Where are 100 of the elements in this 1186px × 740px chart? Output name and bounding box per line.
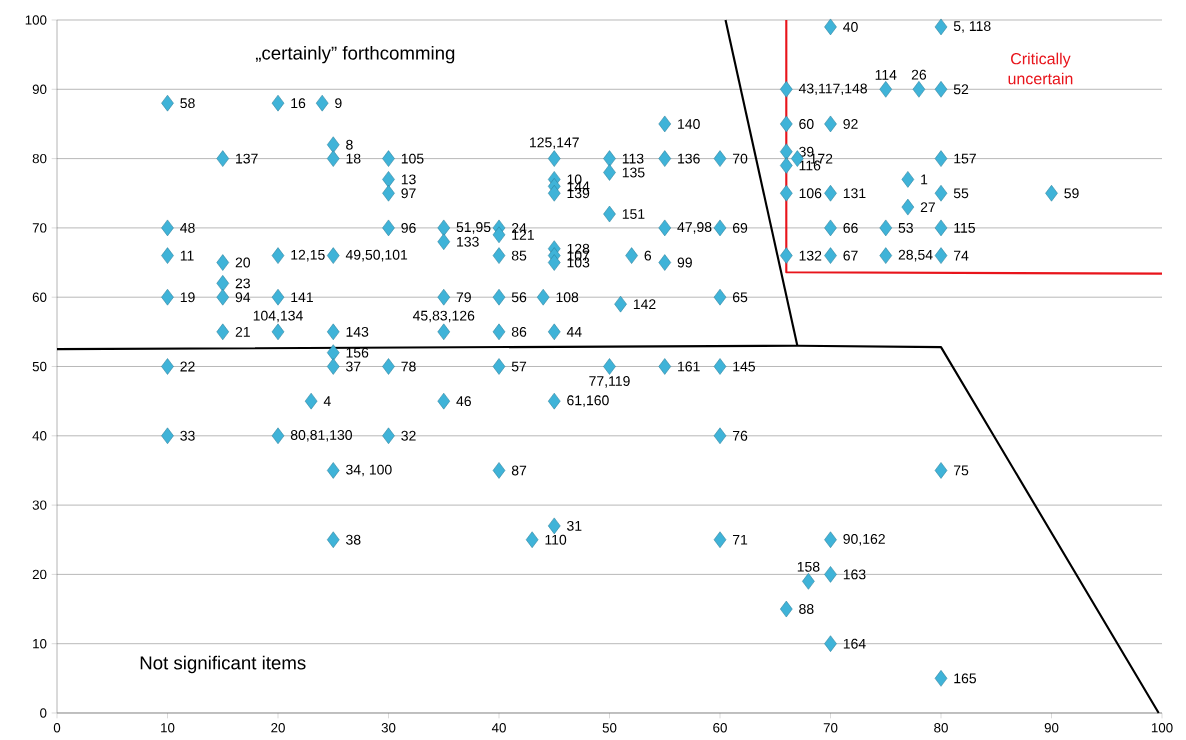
annotation: 70 [732,153,748,164]
annotation: 21 [235,326,250,337]
annotation: 71 [732,534,748,545]
annotation: 9 [335,98,342,109]
annotation: 137 [236,153,258,164]
x-tick-label: 30 [381,723,396,733]
annotation: 87 [511,465,527,476]
annotation: 23 [235,278,250,289]
annotation: 76 [732,430,748,441]
x-tick-label: 100 [1151,723,1173,733]
x-tick-label: 50 [602,723,617,733]
annotation: 164 [843,638,866,649]
annotation: 37 [346,361,361,372]
annotation: 106 [799,188,822,199]
annotation: 20 [235,257,251,268]
annotation: 156 [346,347,369,358]
annotation: 75 [953,465,969,476]
annotation: 136 [678,153,700,164]
annotation: 99 [677,257,692,268]
annotation: 141 [291,292,313,303]
annotation: 26 [911,69,927,80]
annotation: 58 [180,98,195,109]
annotation: 40 [843,21,858,32]
annotation: 12,15 [291,249,325,262]
annotation: 115 [954,223,975,233]
annotation: 44 [566,327,582,337]
annotation: „certainly” forthcomming [255,45,455,64]
annotation: 43,117,148 [798,83,867,96]
annotation: 161 [678,361,700,372]
annotation: 86 [511,326,527,337]
annotation: 57 [511,361,527,372]
annotation: 104,134 [253,310,303,323]
x-tick-label: 20 [271,723,285,733]
annotation: 74 [953,250,969,261]
annotation: 105 [401,153,424,164]
annotation: 61,160 [567,395,609,407]
x-tick-label: 70 [823,723,838,733]
annotation: 108 [556,292,579,303]
annotation: 143 [346,326,369,337]
annotation: 110 [545,534,567,545]
annotation: 8 [346,139,353,150]
x-tick-label: 60 [713,723,727,733]
annotation: 92 [843,119,858,129]
annotation: 133 [457,236,479,247]
annotation: 65 [732,292,748,303]
y-tick-label: 10 [33,638,47,649]
annotation: 145 [733,361,756,372]
annotation: 158 [797,561,820,572]
annotation: 80,81,130 [290,430,352,442]
annotation: 135 [622,167,645,178]
annotation: 90,162 [843,533,885,546]
x-tick-label: 40 [491,723,506,733]
y-tick-label: 80 [32,153,47,164]
annotation: 131 [843,188,866,199]
annotation: 79 [456,292,471,303]
y-tick-label: 100 [25,15,47,25]
annotation: 59 [1064,188,1079,199]
y-tick-label: 0 [40,708,47,718]
annotation: 49,50,101 [345,249,408,262]
annotation: 31 [567,520,582,531]
annotation: 33 [180,430,195,441]
annotation: 11 [180,250,194,261]
annotation: 13 [401,174,416,185]
annotation: 78 [401,361,416,372]
annotation: 88 [799,604,814,615]
y-tick-label: 40 [32,431,47,441]
annotation: 51,95 [456,222,491,234]
annotation: 28,54 [898,249,933,262]
annotation: 1 [921,174,928,185]
annotation: 96 [401,222,416,233]
annotation: 163 [843,569,866,580]
annotation: 18 [346,153,361,164]
annotation: 165 [954,673,977,684]
annotation: 67 [843,250,858,261]
annotation: 6 [644,250,652,261]
annotation: 69 [732,222,748,233]
y-tick-label: 70 [32,223,47,233]
annotation: 56 [511,292,527,303]
annotation: 85 [511,250,527,261]
annotation: 66 [843,222,858,233]
annotation: 53 [898,222,913,233]
annotation: 157 [954,153,976,164]
annotation: 114 [875,70,897,80]
annotation: Not significant items [140,655,306,674]
annotation: 34, 100 [346,464,392,477]
y-tick-label: 60 [32,292,47,302]
annotation: 52 [953,84,969,95]
annotation: 19 [180,292,195,303]
annotation: 32 [401,430,416,441]
annotation: 16 [291,98,306,109]
annotation: 47,98 [677,222,712,234]
y-tick-label: 20 [32,569,47,580]
y-tick-label: 90 [32,84,47,95]
y-tick-label: 50 [32,361,47,372]
annotation: 27 [920,202,935,212]
annotation: 132 [799,250,822,261]
annotation: Critically uncertain [1008,52,1073,85]
x-tick-label: 80 [934,723,948,733]
annotation: 77,119 [589,376,630,388]
y-tick-label: 30 [32,500,47,510]
